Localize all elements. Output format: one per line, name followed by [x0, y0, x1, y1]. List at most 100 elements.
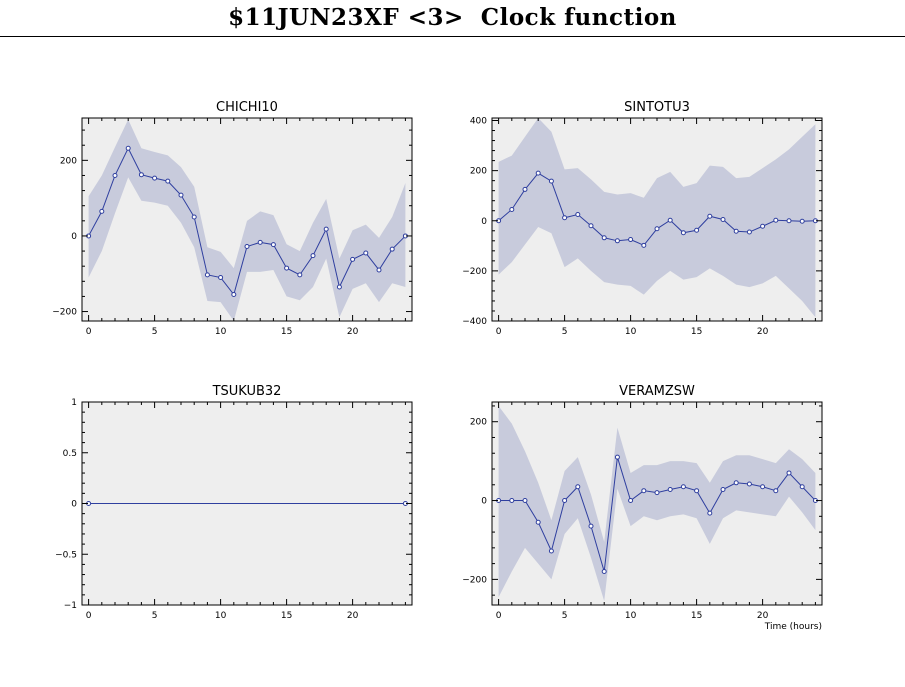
chart-1-data-point — [244, 244, 250, 250]
chart-4-data-point — [628, 498, 634, 504]
chart-4-data-point — [562, 498, 568, 504]
chart-1-data-point — [270, 242, 276, 248]
chart-2-title: SINTOTU3 — [624, 100, 690, 115]
chart-4-data-point — [746, 481, 752, 487]
chart-panel: SINTOTU3 0 5 10 15 20 −400 −200 0 200 400 — [462, 100, 823, 337]
chart-2-y-tick-label: 0 — [481, 217, 487, 227]
chart-2-data-point — [548, 178, 554, 184]
chart-1-data-point — [178, 192, 184, 198]
chart-3-y-tick-label: −0.5 — [55, 550, 77, 560]
chart-4-y-tick-label: 0 — [481, 497, 487, 507]
chart-4-x-tick-label: 0 — [496, 611, 502, 621]
chart-1-y-tick-label: −200 — [52, 308, 77, 318]
chart-1-data-point — [389, 246, 395, 252]
chart-2-data-point — [588, 223, 594, 229]
chart-4-data-point — [733, 480, 739, 486]
chart-1-data-point — [284, 265, 290, 271]
chart-2-x-tick-label: 20 — [757, 327, 769, 337]
chart-4-data-point — [680, 484, 686, 490]
chart-1-y-tick-label: 200 — [60, 156, 77, 166]
chart-2-data-point — [628, 237, 634, 243]
chart-2-data-point — [746, 229, 752, 235]
chart-3-y-tick-label: 0.5 — [63, 449, 77, 459]
chart-4-x-tick-label: 20 — [757, 611, 769, 621]
chart-4-uncertainty-band — [498, 405, 816, 602]
chart-3-y-tick-label: 1 — [71, 398, 77, 408]
chart-2-uncertainty-band — [498, 118, 816, 318]
chart-4-y-tick-label: 200 — [470, 418, 487, 428]
chart-2-data-point — [707, 213, 713, 219]
chart-4-data-point — [601, 568, 607, 574]
chart-1-data-point — [218, 275, 224, 281]
chart-4-data-point — [535, 519, 541, 525]
chart-4-data-point — [773, 488, 779, 494]
chart-4-data-point — [575, 484, 581, 490]
chart-1-data-point — [350, 256, 356, 262]
chart-2-data-point — [641, 242, 647, 248]
chart-1-data-point — [99, 208, 105, 214]
chart-1-uncertainty-band — [88, 119, 406, 321]
chart-2-data-point — [522, 186, 528, 192]
chart-4-data-point — [786, 470, 792, 476]
chart-1-y-tick-label: 0 — [71, 232, 77, 242]
chart-4-data-point — [654, 490, 660, 496]
chart-4-x-tick-label: 15 — [691, 611, 702, 621]
chart-1-data-point — [125, 145, 131, 151]
chart-2-y-tick-label: 400 — [470, 117, 487, 127]
chart-1-data-point — [204, 272, 210, 278]
chart-2-data-point — [667, 217, 673, 223]
chart-1-data-point — [257, 239, 263, 245]
chart-2-y-tick-label: −200 — [462, 267, 487, 277]
chart-1-data-point — [363, 250, 369, 256]
chart-4-data-point — [641, 488, 647, 494]
chart-4-data-point — [760, 484, 766, 490]
chart-2-data-point — [720, 217, 726, 222]
chart-2-data-point — [786, 218, 792, 224]
chart-4-data-point — [522, 498, 528, 504]
chart-4-data-point — [799, 484, 805, 490]
chart-2-data-point — [680, 230, 686, 236]
chart-3-x-tick-label: 5 — [152, 611, 158, 621]
chart-1-data-point — [165, 178, 171, 184]
chart-4-title: VERAMZSW — [619, 384, 695, 399]
title-rule — [0, 36, 905, 37]
chart-2-data-point — [601, 235, 607, 241]
chart-1-title: CHICHI10 — [216, 100, 278, 115]
chart-1-data-point — [231, 292, 237, 298]
chart-2-data-point — [535, 170, 541, 176]
chart-2-y-tick-label: −400 — [462, 317, 487, 327]
chart-1-data-point — [376, 267, 382, 273]
chart-1-data-point — [138, 172, 144, 178]
chart-1-x-tick-label: 15 — [281, 327, 292, 337]
chart-3-y-tick-label: 0 — [71, 500, 77, 510]
chart-2-data-point — [733, 228, 739, 234]
chart-4-x-tick-label: 10 — [625, 611, 637, 621]
chart-2-data-point — [509, 206, 515, 212]
chart-3-x-tick-label: 20 — [347, 611, 359, 621]
chart-1-data-point — [112, 172, 118, 178]
chart-2-data-point — [614, 238, 620, 244]
chart-3-x-tick-label: 10 — [215, 611, 227, 621]
chart-2-data-point — [694, 227, 700, 233]
chart-4-data-point — [694, 488, 700, 494]
chart-panel: VERAMZSW 0 5 10 15 20 −200 0 200 Time (hours) — [462, 384, 823, 632]
chart-3-y-tick-label: −1 — [64, 601, 77, 611]
chart-4-data-point — [707, 510, 713, 516]
chart-2-data-point — [760, 223, 766, 229]
chart-2-data-point — [654, 226, 660, 232]
chart-2-x-tick-label: 15 — [691, 327, 702, 337]
chart-4-data-point — [509, 498, 515, 504]
chart-4-data-point — [614, 454, 620, 460]
chart-1-x-tick-label: 10 — [215, 327, 227, 337]
chart-1-data-point — [310, 253, 316, 259]
chart-panel: TSUKUB32 0 5 10 15 20 −1 −0.5 0 0.5 1 — [55, 384, 413, 621]
chart-3-x-tick-label: 15 — [281, 611, 292, 621]
chart-1-data-point — [297, 272, 303, 278]
chart-1-x-tick-label: 0 — [86, 327, 92, 337]
chart-2-data-point — [575, 211, 581, 217]
chart-1-data-point — [336, 284, 342, 290]
chart-1-x-tick-label: 20 — [347, 327, 359, 337]
chart-panel: CHICHI10 0 5 10 15 20 −200 0 200 — [52, 100, 413, 337]
chart-2-data-point — [799, 218, 805, 224]
